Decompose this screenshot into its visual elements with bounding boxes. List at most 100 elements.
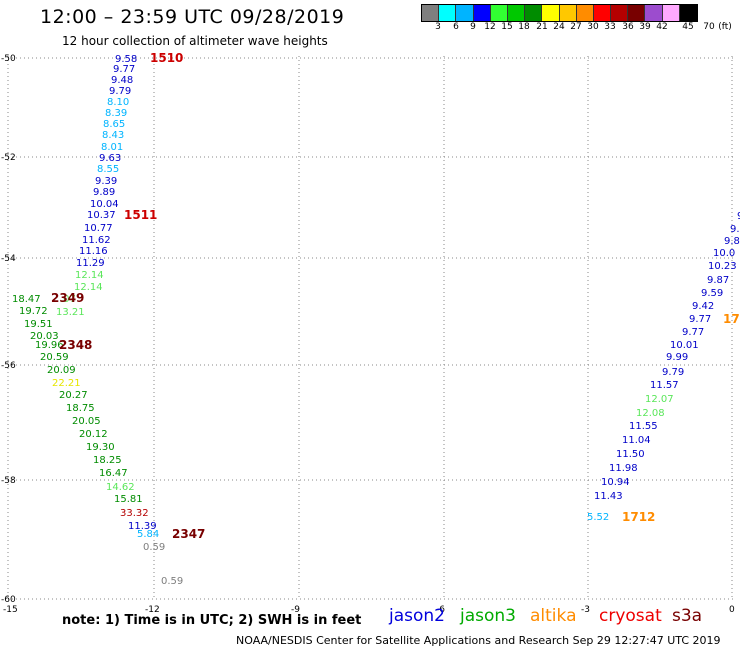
wave-height-value: 0.59: [143, 542, 165, 553]
legend-swatch: [645, 5, 663, 21]
wave-height-value: 11.62: [82, 235, 111, 246]
wave-height-value: 20.12: [79, 429, 108, 440]
wave-height-value: 15.81: [114, 494, 143, 505]
legend-swatch: [542, 5, 560, 21]
wave-height-value: 9.79: [662, 367, 684, 378]
wave-height-value: 9.59: [701, 288, 723, 299]
legend-label: (ft): [718, 22, 732, 32]
wave-height-value: 8.65: [103, 119, 125, 130]
x-tick-label: 0: [729, 605, 735, 615]
wave-height-value: 11.29: [76, 258, 105, 269]
wave-height-value: 8.43: [102, 130, 124, 141]
wave-height-value: 9.77: [689, 314, 711, 325]
x-tick-label: -6: [436, 605, 445, 615]
legend-label: 6: [453, 22, 459, 32]
wave-height-value: 16.47: [99, 468, 128, 479]
wave-height-value: 10.37: [87, 210, 116, 221]
wave-height-value: 20.03: [30, 331, 59, 342]
y-tick-label: -52: [1, 153, 16, 163]
pass-time-labels: 1510 1511 2349 2348 2347 1712 17: [51, 51, 740, 541]
wave-height-value: 20.27: [59, 390, 88, 401]
wave-height-value: 20.09: [47, 365, 76, 376]
wave-height-value: 22.21: [52, 378, 81, 389]
legend-label: 33: [604, 22, 616, 32]
wave-height-value: 18.75: [66, 403, 95, 414]
wave-height-value: 9.99: [666, 352, 688, 363]
wave-height-value: 11.04: [622, 435, 651, 446]
legend-label: 9: [470, 22, 476, 32]
map-gridlines: [7, 56, 734, 600]
y-tick-label: -60: [1, 595, 16, 605]
wave-height-value: 8.01: [101, 142, 123, 153]
wave-height-observations: 9.589.779.489.798.108.398.658.438.019.63…: [12, 54, 740, 587]
wave-height-value: .07: [60, 294, 76, 305]
wave-height-value: 10.01: [670, 340, 699, 351]
wave-height-value: 12.08: [636, 408, 665, 419]
satellite-label-jason2: jason2: [389, 606, 445, 626]
wave-height-value: 8.10: [107, 97, 129, 108]
wave-height-value: 11.50: [616, 449, 645, 460]
y-tick-label: -50: [1, 54, 16, 64]
legend-label: 3: [435, 22, 441, 32]
legend-swatch: [473, 5, 491, 21]
legend-swatch: [576, 5, 594, 21]
wave-height-value: 19.51: [24, 319, 53, 330]
legend-label: 36: [622, 22, 634, 32]
satellite-label-cryosat: cryosat: [599, 606, 662, 626]
x-tick-label: -3: [581, 605, 590, 615]
wave-height-value: 33.32: [120, 508, 149, 519]
wave-height-value: 5.84: [137, 529, 159, 540]
legend-swatch: [679, 5, 697, 21]
legend-label: 42: [656, 22, 668, 32]
satellite-label-jason3: jason3: [460, 606, 516, 626]
pass-time-label: 2347: [172, 527, 205, 541]
legend-swatch: [456, 5, 474, 21]
wave-height-value: 0.59: [161, 576, 183, 587]
legend-label: 21: [536, 22, 548, 32]
pass-time-label: 1712: [622, 510, 655, 524]
wave-height-value: 9: [737, 211, 740, 222]
wave-height-color-legend: [421, 4, 698, 22]
legend-swatch: [422, 5, 440, 21]
y-tick-label: -58: [1, 476, 16, 486]
pass-time-label: 1511: [124, 208, 157, 222]
wave-height-value: 13.21: [56, 307, 85, 318]
wave-height-value: 9.79: [109, 86, 131, 97]
pass-time-label: 1510: [150, 51, 183, 65]
y-tick-label: -56: [1, 361, 16, 371]
legend-swatch: [439, 5, 457, 21]
legend-swatch: [559, 5, 577, 21]
x-tick-label: -12: [145, 605, 160, 615]
satellite-label-s3a: s3a: [672, 606, 703, 626]
wave-height-value: 9.8: [724, 236, 740, 247]
map-title: 12:00 – 23:59 UTC 09/28/2019: [40, 6, 345, 28]
wave-height-value: 18.47: [12, 294, 41, 305]
wave-height-value: 9.39: [95, 176, 117, 187]
wave-height-value: 5.52: [587, 512, 609, 523]
wave-height-value: 12.14: [75, 270, 104, 281]
wave-height-value: 8.39: [105, 108, 127, 119]
legend-swatch: [662, 5, 680, 21]
pass-time-label: 2349: [51, 291, 84, 305]
wave-height-value: 9.: [730, 224, 740, 235]
wave-height-value: 19.30: [86, 442, 115, 453]
wave-height-value: 10.23: [708, 261, 737, 272]
legend-label: 24: [553, 22, 565, 32]
legend-label: 45: [682, 22, 694, 32]
wave-height-value: 9.63: [99, 153, 121, 164]
x-tick-label: -9: [291, 605, 300, 615]
wave-height-value: 8.55: [97, 164, 119, 175]
satellite-label-altika: altika: [530, 606, 577, 626]
y-tick-label: -54: [1, 254, 16, 264]
legend-label: 15: [501, 22, 513, 32]
wave-height-value: 11.57: [650, 380, 679, 391]
pass-time-label: 17: [723, 312, 740, 326]
legend-swatch: [593, 5, 612, 21]
wave-height-value: 11.16: [79, 246, 108, 257]
wave-height-value: 20.05: [72, 416, 101, 427]
legend-swatch: [611, 5, 629, 21]
wave-height-value: 11.39: [128, 521, 157, 532]
axis-ticks: -50 -52 -54 -56 -58 -60-15 -12 -9 -6 -3 0: [1, 54, 735, 615]
wave-height-value: 11.98: [609, 463, 638, 474]
